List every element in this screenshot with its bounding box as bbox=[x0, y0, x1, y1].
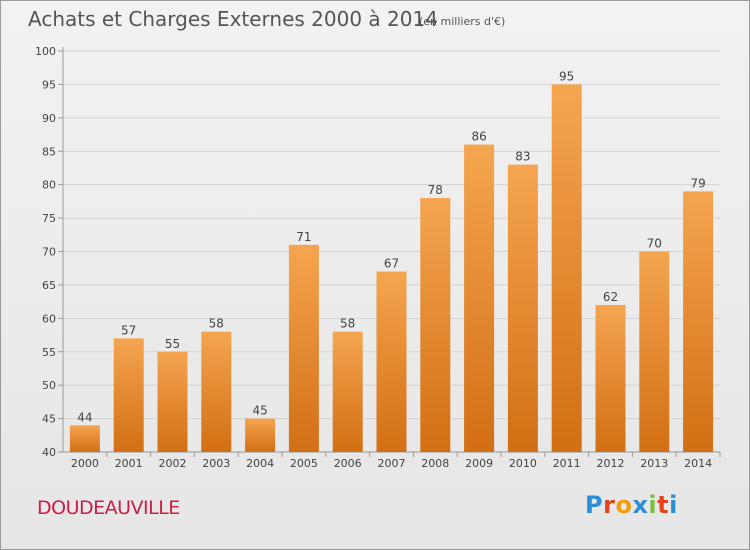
x-tick-label: 2004 bbox=[246, 457, 274, 470]
value-label: 83 bbox=[515, 150, 530, 164]
bar-2006 bbox=[332, 331, 363, 452]
bar-2004 bbox=[245, 418, 276, 452]
bar-2012 bbox=[595, 304, 626, 452]
bar-2001 bbox=[113, 338, 144, 452]
bar-2008 bbox=[420, 198, 451, 452]
y-tick-label: 85 bbox=[42, 145, 56, 158]
value-label: 44 bbox=[77, 410, 92, 424]
y-tick-label: 45 bbox=[42, 413, 56, 426]
commune-name: DOUDEAUVILLE bbox=[37, 497, 180, 519]
bars bbox=[69, 84, 714, 453]
x-tick-label: 2010 bbox=[509, 457, 537, 470]
value-label: 79 bbox=[690, 176, 705, 190]
x-tick-label: 2002 bbox=[159, 457, 187, 470]
chart-subtitle: (en milliers d'€) bbox=[419, 15, 506, 28]
y-tick-label: 70 bbox=[42, 246, 56, 259]
x-tick-label: 2008 bbox=[421, 457, 449, 470]
y-tick-label: 65 bbox=[42, 279, 56, 292]
value-labels: 44 57 55 58 45 71 58 67 78 86 83 95 62 70 79 bbox=[77, 69, 705, 424]
bar-2014 bbox=[683, 191, 714, 452]
logo-letter: t bbox=[657, 491, 670, 519]
bar-2011 bbox=[551, 84, 582, 453]
value-label: 78 bbox=[428, 183, 443, 197]
bar-2002 bbox=[157, 351, 188, 452]
x-tick-label: 2000 bbox=[71, 457, 99, 470]
bar-2007 bbox=[376, 271, 407, 452]
x-tick-label: 2001 bbox=[115, 457, 143, 470]
x-tick-label: 2005 bbox=[290, 457, 318, 470]
logo-letter: x bbox=[632, 491, 649, 519]
logo-letter: P bbox=[585, 491, 604, 519]
y-tick-label: 100 bbox=[35, 45, 56, 58]
x-tick-label: 2006 bbox=[334, 457, 362, 470]
bar-2005 bbox=[288, 244, 319, 452]
y-tick-label: 50 bbox=[42, 379, 56, 392]
chart-title: Achats et Charges Externes 2000 à 2014 bbox=[28, 7, 438, 31]
x-tick-label: 2011 bbox=[553, 457, 581, 470]
value-label: 95 bbox=[559, 69, 574, 83]
bar-2000 bbox=[69, 425, 100, 452]
value-label: 57 bbox=[121, 323, 136, 337]
y-tick-label: 55 bbox=[42, 346, 56, 359]
value-label: 58 bbox=[340, 317, 355, 331]
value-label: 45 bbox=[252, 404, 267, 418]
bar-2009 bbox=[464, 144, 495, 453]
y-tick-label: 40 bbox=[42, 446, 56, 459]
y-tick-labels: 40 45 50 55 60 65 70 75 80 85 90 95 100 bbox=[35, 45, 56, 459]
x-tick-label: 2014 bbox=[684, 457, 712, 470]
y-tick-label: 75 bbox=[42, 212, 56, 225]
proxiti-logo[interactable]: Proxiti bbox=[585, 491, 678, 519]
value-label: 55 bbox=[165, 337, 180, 351]
bar-2003 bbox=[201, 331, 232, 452]
x-tick-label: 2013 bbox=[640, 457, 668, 470]
x-tick-label: 2012 bbox=[597, 457, 625, 470]
value-label: 71 bbox=[296, 230, 311, 244]
logo-letter: o bbox=[615, 491, 633, 519]
x-tick-label: 2007 bbox=[378, 457, 406, 470]
y-tick-label: 80 bbox=[42, 179, 56, 192]
value-label: 86 bbox=[471, 130, 486, 144]
y-tick-label: 60 bbox=[42, 312, 56, 325]
value-label: 70 bbox=[647, 237, 662, 251]
bar-2013 bbox=[639, 251, 670, 452]
value-label: 67 bbox=[384, 257, 399, 271]
logo-letter: r bbox=[603, 491, 616, 519]
y-tick-label: 95 bbox=[42, 78, 56, 91]
y-tick-label: 90 bbox=[42, 112, 56, 125]
value-label: 62 bbox=[603, 290, 618, 304]
bar-2010 bbox=[507, 164, 538, 452]
logo-letter: i bbox=[648, 491, 658, 519]
value-label: 58 bbox=[209, 317, 224, 331]
x-tick-label: 2003 bbox=[202, 457, 230, 470]
x-tick-label: 2009 bbox=[465, 457, 493, 470]
logo-letter: i bbox=[669, 491, 678, 519]
x-tick-labels: 2000 2001 2002 2003 2004 2005 2006 2007 2008 2009… bbox=[71, 457, 712, 470]
